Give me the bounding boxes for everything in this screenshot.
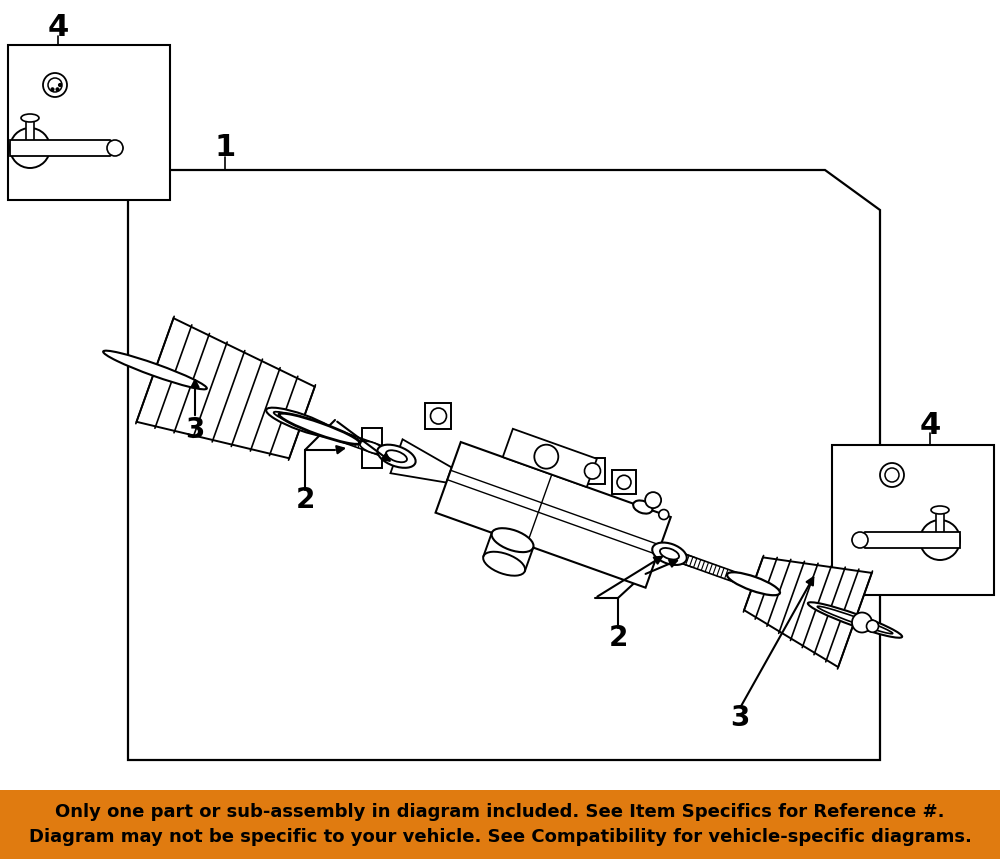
Circle shape <box>866 620 878 632</box>
Ellipse shape <box>274 411 330 433</box>
Text: Diagram may not be specific to your vehicle. See Compatibility for vehicle-speci: Diagram may not be specific to your vehi… <box>29 828 971 846</box>
Circle shape <box>852 532 868 548</box>
Ellipse shape <box>483 551 525 576</box>
Text: 2: 2 <box>608 624 628 652</box>
Polygon shape <box>128 170 880 760</box>
Ellipse shape <box>430 408 446 424</box>
Circle shape <box>48 78 62 92</box>
Ellipse shape <box>266 408 338 437</box>
Text: 4: 4 <box>47 14 69 42</box>
Ellipse shape <box>492 528 534 552</box>
Ellipse shape <box>584 463 600 479</box>
Text: 4: 4 <box>919 411 941 440</box>
Circle shape <box>10 128 50 168</box>
Text: 2: 2 <box>295 486 315 514</box>
Circle shape <box>880 463 904 487</box>
Ellipse shape <box>633 501 652 514</box>
Ellipse shape <box>660 548 679 559</box>
Polygon shape <box>390 439 452 483</box>
Bar <box>362 428 382 467</box>
Ellipse shape <box>652 543 687 565</box>
Circle shape <box>107 140 123 156</box>
Ellipse shape <box>360 441 384 454</box>
Polygon shape <box>744 557 872 667</box>
Ellipse shape <box>808 602 902 637</box>
Bar <box>8 45 170 200</box>
Text: 3: 3 <box>185 416 205 444</box>
Circle shape <box>534 445 558 469</box>
Bar <box>579 458 605 484</box>
Ellipse shape <box>103 350 207 389</box>
Text: 3: 3 <box>730 704 750 732</box>
Ellipse shape <box>279 413 360 444</box>
Circle shape <box>852 612 872 632</box>
Polygon shape <box>852 532 960 548</box>
Polygon shape <box>137 318 315 459</box>
Circle shape <box>645 492 661 509</box>
Bar <box>425 403 451 429</box>
Ellipse shape <box>617 475 631 490</box>
Text: Only one part or sub-assembly in diagram included. See Item Specifics for Refere: Only one part or sub-assembly in diagram… <box>55 803 945 821</box>
Bar <box>612 470 636 494</box>
Ellipse shape <box>727 572 780 595</box>
Circle shape <box>659 509 669 520</box>
Circle shape <box>58 83 62 87</box>
Polygon shape <box>10 140 123 156</box>
Circle shape <box>51 88 54 91</box>
Ellipse shape <box>931 506 949 514</box>
Bar <box>832 445 994 595</box>
Ellipse shape <box>21 114 39 122</box>
Circle shape <box>43 73 67 97</box>
Polygon shape <box>503 429 597 487</box>
Ellipse shape <box>817 606 893 634</box>
Circle shape <box>885 468 899 482</box>
Circle shape <box>56 88 59 91</box>
Bar <box>26 118 34 148</box>
Circle shape <box>920 520 960 560</box>
Ellipse shape <box>386 450 407 462</box>
Text: 1: 1 <box>214 133 236 162</box>
Bar <box>0 790 1000 859</box>
Polygon shape <box>436 442 671 588</box>
Bar <box>936 510 944 540</box>
Ellipse shape <box>377 445 416 468</box>
